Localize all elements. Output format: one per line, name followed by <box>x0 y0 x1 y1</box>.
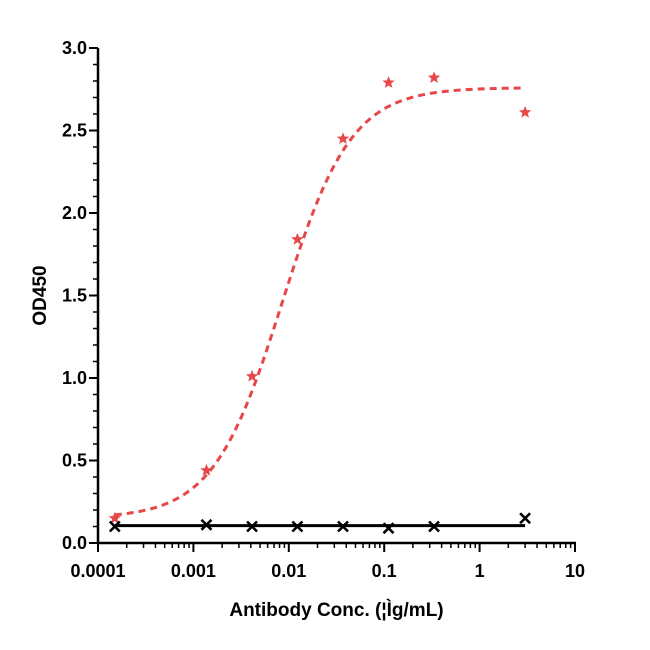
y-tick-label: 0.0 <box>62 533 87 553</box>
data-point-star <box>518 105 532 118</box>
tick-labels: 0.0 0.5 1.0 1.5 2.0 2.5 3.0 0.0001 0.001 0.01 0.1 1… <box>62 38 585 581</box>
data-point-x <box>246 520 258 533</box>
y-tick-label: 2.0 <box>62 203 87 223</box>
fit-curves <box>114 86 526 528</box>
data-point-x <box>519 512 532 525</box>
y-tick-label: 1.5 <box>62 286 87 306</box>
data-points <box>108 71 532 535</box>
data-point-x <box>428 520 440 533</box>
data-point-star <box>382 76 395 88</box>
y-tick-label: 3.0 <box>62 38 87 58</box>
data-point-x <box>291 520 304 533</box>
y-axis-title: OD450 <box>30 265 51 325</box>
data-point-x <box>337 520 349 533</box>
data-point-x <box>108 520 121 533</box>
x-tick-label: 0.0001 <box>70 561 125 581</box>
ticks <box>89 47 576 552</box>
data-point-x <box>382 522 395 535</box>
x-tick-label: 10 <box>565 561 585 581</box>
y-tick-label: 2.5 <box>62 121 87 141</box>
data-point-star <box>427 71 441 83</box>
x-tick-label: 0.1 <box>372 561 397 581</box>
x-axis-title: Antibody Conc. (¦Ìg/mL) <box>229 599 443 621</box>
data-point-star <box>336 132 350 145</box>
data-point-star <box>200 463 213 476</box>
data-point-x <box>200 518 213 531</box>
y-tick-label: 1.0 <box>62 368 87 388</box>
axes <box>96 48 576 545</box>
y-tick-label: 0.5 <box>62 451 87 471</box>
x-tick-label: 0.001 <box>171 561 216 581</box>
fit-curve-1 <box>114 86 526 517</box>
data-point-star <box>245 369 259 382</box>
x-tick-label: 1 <box>475 561 485 581</box>
data-point-star <box>108 511 121 524</box>
data-point-star <box>291 232 304 245</box>
x-tick-label: 0.01 <box>271 561 306 581</box>
